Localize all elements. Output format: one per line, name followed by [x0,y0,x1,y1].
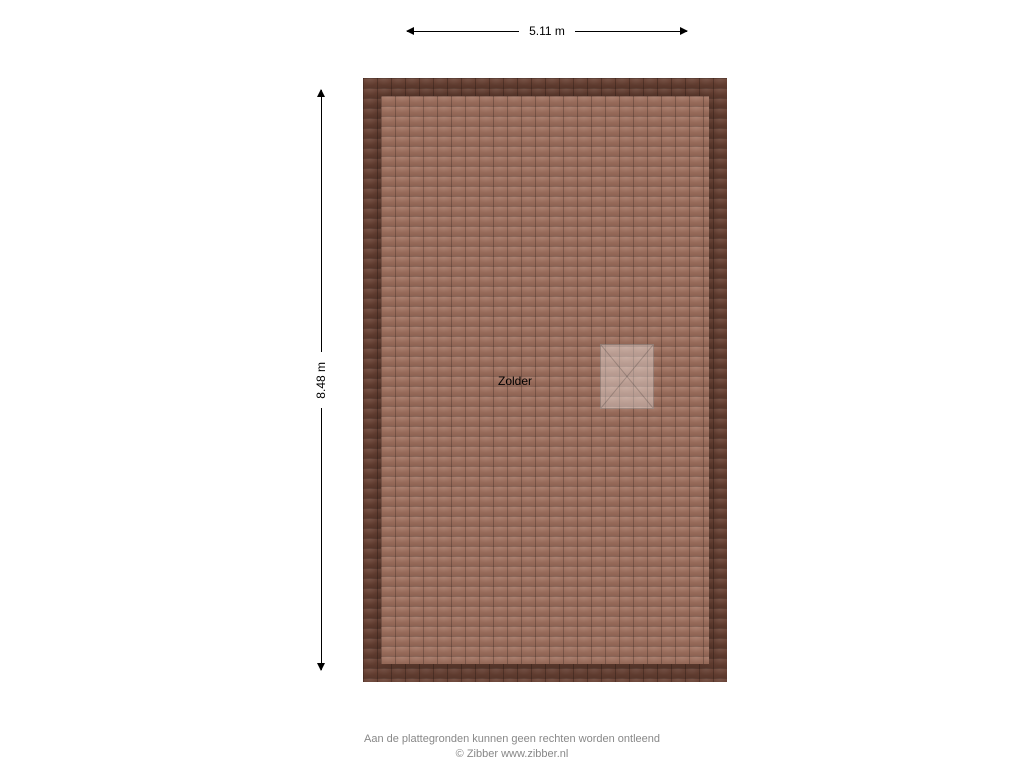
arrow-left-icon [406,27,414,35]
footer-disclaimer: Aan de plattegronden kunnen geen rechten… [0,732,1024,747]
dimension-height-line-bottom [321,408,322,670]
skylight-cross-icon [601,345,653,408]
floorplan-canvas: 5.11 m 8.48 m Zolder Aan de plattegronde… [0,0,1024,768]
dimension-height-label: 8.48 m [314,352,328,409]
dimension-width-label: 5.11 m [519,24,575,38]
footer: Aan de plattegronden kunnen geen rechten… [0,732,1024,763]
skylight [600,344,654,409]
room-label: Zolder [498,374,532,388]
footer-copyright: © Zibber www.zibber.nl [0,747,1024,762]
roof-inner [381,96,709,664]
dimension-width-line-right [575,31,687,32]
roof-tiles-inner [381,96,709,664]
arrow-down-icon [317,663,325,671]
dimension-width: 5.11 m [407,24,687,38]
arrow-right-icon [680,27,688,35]
dimension-height-line-top [321,90,322,352]
arrow-up-icon [317,89,325,97]
dimension-height: 8.48 m [314,90,328,670]
dimension-width-line-left [407,31,519,32]
roof-outer: Zolder [363,78,727,682]
